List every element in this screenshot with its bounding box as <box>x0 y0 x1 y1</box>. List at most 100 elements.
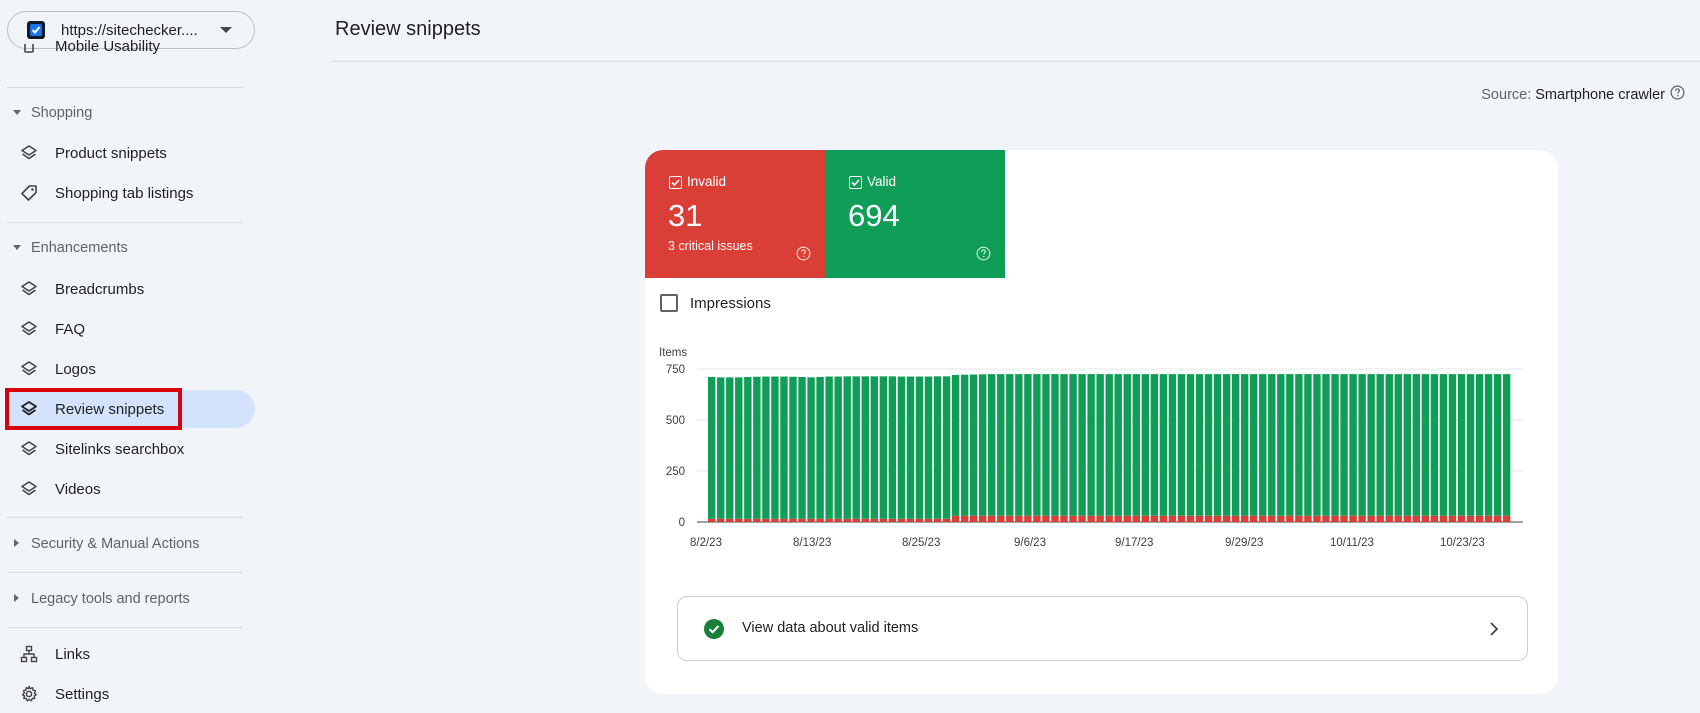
annotation-highlight-box <box>5 388 182 430</box>
bar-valid <box>816 376 824 519</box>
sidebar-item-links[interactable]: Links <box>0 635 255 673</box>
bar-valid <box>1286 374 1294 516</box>
bar-valid <box>1132 374 1140 516</box>
property-selector[interactable]: https://sitechecker.... <box>7 11 255 49</box>
bar-invalid <box>1015 515 1023 522</box>
bar-valid <box>1448 374 1457 516</box>
bar-valid <box>1051 374 1059 516</box>
bar-invalid <box>1412 515 1421 522</box>
bar-valid <box>1475 374 1484 516</box>
bar-valid <box>1457 374 1466 516</box>
tile-subtitle: 3 critical issues <box>668 239 753 253</box>
bar-valid <box>1403 374 1412 516</box>
bar-invalid <box>1024 515 1032 522</box>
bar-valid <box>906 376 915 519</box>
bar-valid <box>1042 374 1050 516</box>
bar-invalid <box>1168 515 1177 522</box>
y-tick-label: 250 <box>666 466 685 478</box>
checkbox-checked-icon[interactable] <box>669 176 682 189</box>
section-label: Shopping <box>31 105 93 121</box>
view-valid-items-button[interactable]: View data about valid items <box>677 596 1528 661</box>
sidebar: https://sitechecker.... Mobile Usability… <box>0 0 255 709</box>
bar-valid <box>1421 374 1430 516</box>
sidebar-item-label: FAQ <box>55 320 86 338</box>
bar-invalid <box>870 518 879 522</box>
y-axis-label: Items <box>659 347 687 359</box>
impressions-toggle[interactable]: Impressions <box>660 294 771 312</box>
bar-valid <box>1502 374 1511 516</box>
bar-valid <box>1006 374 1014 516</box>
bar-invalid <box>1403 515 1412 522</box>
bar-invalid <box>1105 515 1113 522</box>
section-legacy-tools[interactable]: Legacy tools and reports <box>0 584 255 614</box>
sidebar-item-breadcrumbs[interactable]: Breadcrumbs <box>0 270 255 308</box>
tile-value: 694 <box>848 198 900 233</box>
bar-valid <box>1277 374 1285 516</box>
valid-tile[interactable]: Valid 694 <box>825 150 1005 278</box>
bar-invalid <box>1213 515 1222 522</box>
bar-invalid <box>762 518 770 522</box>
section-label: Security & Manual Actions <box>31 536 200 552</box>
layers-icon <box>20 480 38 498</box>
sidebar-item-logos[interactable]: Logos <box>0 350 255 388</box>
header-divider <box>330 61 1700 62</box>
property-url: https://sitechecker.... <box>61 21 198 39</box>
bar-invalid <box>942 518 951 522</box>
sidebar-item-settings[interactable]: Settings <box>0 675 255 713</box>
sidebar-item-sitelinks-searchbox[interactable]: Sitelinks searchbox <box>0 430 255 468</box>
section-label: Enhancements <box>31 240 128 256</box>
invalid-tile[interactable]: Invalid 31 3 critical issues <box>645 150 825 278</box>
bar-valid <box>1358 374 1366 516</box>
section-enhancements[interactable]: Enhancements <box>0 233 255 263</box>
section-security-manual-actions[interactable]: Security & Manual Actions <box>0 529 255 559</box>
checkbox-unchecked-icon[interactable] <box>660 294 678 312</box>
bar-invalid <box>979 515 987 522</box>
bar-invalid <box>726 518 734 522</box>
sidebar-item-videos[interactable]: Videos <box>0 470 255 508</box>
bar-invalid <box>1367 515 1375 522</box>
bar-invalid <box>1439 515 1448 522</box>
bar-valid <box>1150 374 1159 516</box>
bar-valid <box>1024 374 1032 516</box>
bar-invalid <box>1141 515 1150 522</box>
bar-valid <box>1186 374 1195 516</box>
bar-invalid <box>951 515 960 522</box>
bar-valid <box>1394 374 1402 516</box>
x-tick-label: 8/25/23 <box>902 537 940 549</box>
help-icon[interactable] <box>1670 85 1685 104</box>
sidebar-item-product-snippets[interactable]: Product snippets <box>0 134 255 172</box>
bar-valid <box>1168 374 1177 516</box>
impressions-label: Impressions <box>690 294 771 312</box>
section-shopping[interactable]: Shopping <box>0 98 255 128</box>
help-icon[interactable] <box>796 246 811 266</box>
section-label: Legacy tools and reports <box>31 591 190 607</box>
bar-valid <box>762 376 770 519</box>
x-tick-label: 9/17/23 <box>1115 537 1153 549</box>
bar-valid <box>1105 374 1113 516</box>
bar-valid <box>798 376 806 519</box>
sidebar-item-mobile-usability[interactable]: Mobile Usability <box>0 40 255 68</box>
bar-valid <box>708 376 716 519</box>
bar-valid <box>1430 374 1439 516</box>
bar-invalid <box>1069 515 1077 522</box>
bar-valid <box>753 376 761 519</box>
bar-valid <box>1412 374 1421 516</box>
bar-valid <box>951 374 960 516</box>
layers-icon <box>20 320 38 338</box>
sidebar-item-shopping-tab-listings[interactable]: Shopping tab listings <box>0 174 255 212</box>
status-card: Invalid 31 3 critical issues Valid 694 I… <box>645 150 1558 694</box>
bar-valid <box>1240 374 1249 516</box>
sidebar-item-review-snippets[interactable]: Review snippets <box>0 388 255 430</box>
bar-valid <box>735 377 743 519</box>
bar-invalid <box>1385 515 1393 522</box>
help-icon[interactable] <box>976 246 991 266</box>
bar-valid <box>843 376 851 519</box>
bar-invalid <box>1250 515 1258 522</box>
bar-invalid <box>888 518 897 522</box>
sidebar-item-label: Sitelinks searchbox <box>55 440 185 458</box>
bar-valid <box>807 377 815 519</box>
checkbox-checked-icon[interactable] <box>849 176 862 189</box>
y-tick-label: 500 <box>666 415 685 427</box>
sidebar-item-faq[interactable]: FAQ <box>0 310 255 348</box>
bar-valid <box>924 376 933 519</box>
